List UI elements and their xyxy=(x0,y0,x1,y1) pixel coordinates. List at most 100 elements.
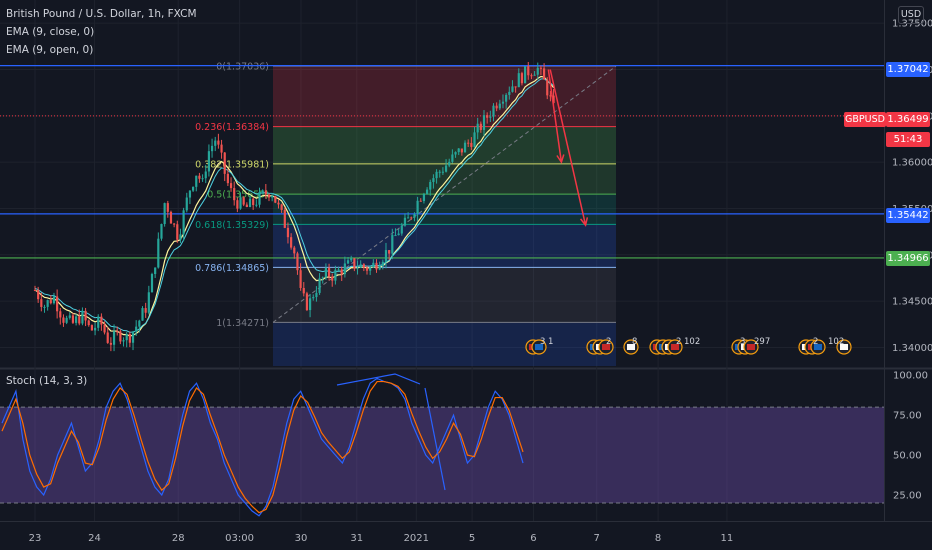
candle-body xyxy=(33,290,37,292)
candle-body xyxy=(372,262,375,268)
candle-body xyxy=(356,267,359,269)
candle-body xyxy=(517,73,520,88)
candle-body xyxy=(388,250,391,254)
symbol-badge[interactable]: GBPUSD xyxy=(844,112,886,127)
candle-body xyxy=(233,188,236,201)
stoch-tick-label: 50.00 xyxy=(893,451,922,462)
candle-body xyxy=(508,91,511,95)
price-line-badge-2[interactable]: 1.35442 xyxy=(886,208,930,223)
stoch-pane[interactable] xyxy=(0,369,884,521)
candles xyxy=(33,61,555,352)
stoch-trendline xyxy=(336,373,421,386)
price-tick-label: 1.37500 xyxy=(892,19,932,30)
candle-body xyxy=(264,190,267,195)
candle-body xyxy=(293,247,296,254)
candle-body xyxy=(248,198,252,208)
stoch-legend[interactable]: Stoch (14, 3, 3) xyxy=(6,375,88,387)
ema-open-legend[interactable]: EMA (9, open, 0) xyxy=(6,44,94,56)
price-line-badge-3[interactable]: 1.34966 xyxy=(886,251,930,266)
candle-body xyxy=(435,171,438,179)
candle-body xyxy=(176,224,179,240)
stoch-tick-label: 75.00 xyxy=(893,411,922,422)
candle-body xyxy=(489,116,492,118)
event-count-label: 102 xyxy=(828,337,844,347)
time-axis[interactable]: 23 24 28 03:00 30 31 2021 5 6 7 8 11 xyxy=(29,533,734,544)
candle-body xyxy=(141,308,144,321)
event-count-label: 2 xyxy=(813,337,818,347)
candle-body xyxy=(470,142,473,147)
price-line-badge-1[interactable]: 1.37042 xyxy=(886,62,930,77)
candle-body xyxy=(422,193,426,202)
candle-body xyxy=(217,140,220,145)
fib-zone xyxy=(273,163,616,195)
forecast-arrowhead xyxy=(579,217,589,227)
stoch-d-line xyxy=(1,380,524,514)
candle-body xyxy=(201,178,204,180)
fib-level-label: 0.236(1.36384) xyxy=(195,122,269,133)
candle-body xyxy=(173,223,176,225)
chart-title[interactable]: British Pound / U.S. Dollar, 1h, FXCM xyxy=(6,8,197,20)
candle-body xyxy=(315,292,318,298)
candle-body xyxy=(229,183,233,189)
candle-body xyxy=(166,203,169,212)
price-pane[interactable] xyxy=(0,0,884,368)
candle-body xyxy=(419,200,422,202)
currency-button[interactable]: USD xyxy=(898,6,924,24)
candle-body xyxy=(381,261,384,267)
time-tick-label: 23 xyxy=(29,533,42,544)
time-tick-label: 11 xyxy=(721,533,734,544)
candle-body xyxy=(43,306,46,308)
candle-body xyxy=(299,270,302,288)
candle-body xyxy=(192,186,195,191)
last-price-badge[interactable]: 1.36499 xyxy=(886,112,930,127)
event-count-label: 3 xyxy=(540,337,545,347)
countdown-badge: 51:43 xyxy=(886,132,930,147)
candle-body xyxy=(536,67,539,75)
candle-body xyxy=(49,300,52,304)
candle-body xyxy=(261,190,264,193)
candle-body xyxy=(384,250,388,262)
fib-level-label: 0.618(1.35329) xyxy=(195,220,269,231)
candle-body xyxy=(514,86,517,88)
candle-body xyxy=(365,267,369,271)
candle-body xyxy=(334,269,337,281)
candle-body xyxy=(359,264,362,268)
candle-body xyxy=(308,298,312,311)
candle-body xyxy=(340,269,343,275)
candle-body xyxy=(327,267,331,277)
candle-body xyxy=(482,115,486,130)
stoch-trendline xyxy=(424,387,446,491)
candle-body xyxy=(438,171,441,173)
candle-body xyxy=(210,145,214,152)
candle-body xyxy=(448,161,451,166)
candle-body xyxy=(312,297,315,299)
forecast-arrows[interactable] xyxy=(547,69,589,227)
candle-body xyxy=(277,202,280,205)
candle-body xyxy=(302,287,305,294)
time-tick-label: 8 xyxy=(655,533,661,544)
horizontal-lines[interactable] xyxy=(0,65,884,259)
candle-body xyxy=(223,152,226,174)
candle-body xyxy=(144,308,147,313)
fib-retracement[interactable]: 0(1.37036) 0.236(1.36384) 0.382(1.35981) 0.… xyxy=(195,62,617,366)
forecast-arrowhead xyxy=(556,154,565,164)
stoch-tick-label: 25.00 xyxy=(893,491,922,502)
stoch-axis[interactable]: 100.00 75.00 50.00 25.00 xyxy=(893,371,928,502)
ema-close-legend[interactable]: EMA (9, close, 0) xyxy=(6,26,95,38)
candle-body xyxy=(271,195,274,198)
price-tick-label: 1.34000 xyxy=(892,343,932,354)
candle-body xyxy=(505,94,508,102)
fib-extension-zone xyxy=(273,322,616,366)
candle-body xyxy=(37,290,40,300)
event-markers[interactable]: 3 1 2 8 2 102 3 297 2 102 xyxy=(525,337,852,355)
time-tick-label: 2021 xyxy=(404,533,429,544)
candle-body xyxy=(214,140,217,146)
event-count-label: 2 xyxy=(606,337,611,347)
time-tick-label: 5 xyxy=(469,533,475,544)
candle-body xyxy=(150,274,154,293)
candle-body xyxy=(337,269,340,271)
candle-body xyxy=(245,204,248,208)
candle-body xyxy=(71,315,75,323)
